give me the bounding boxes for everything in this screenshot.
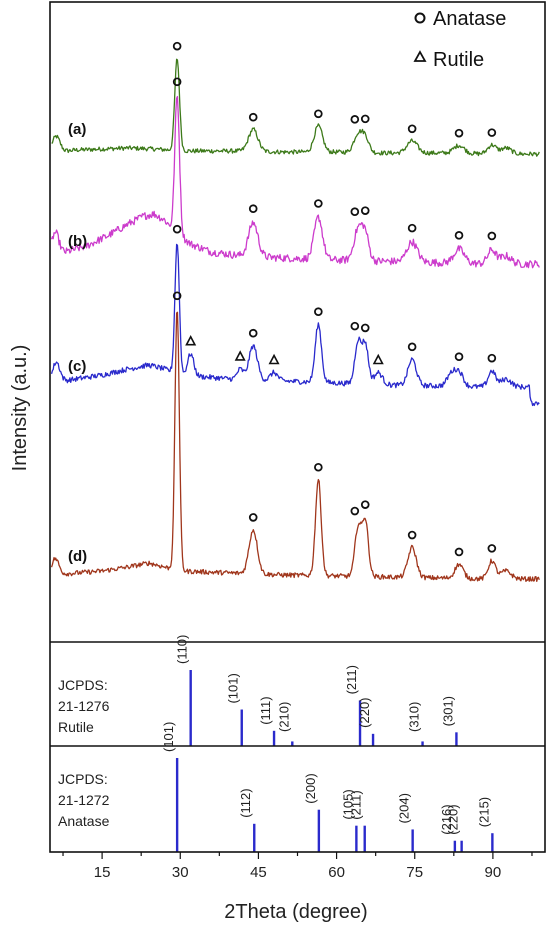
x-tick-label: 75 <box>406 864 423 881</box>
anatase-marker <box>314 462 323 472</box>
legend: Anatase Rutile <box>413 8 506 71</box>
reference-hkl-label: (301) <box>440 696 455 726</box>
y-axis-label: Intensity (a.u.) <box>9 345 31 472</box>
anatase-marker <box>172 291 182 301</box>
annotations: (a) (b) (c) (d) (110) (101) (111) (210) (211) (22… <box>68 121 491 835</box>
svg-text:21-1276: 21-1276 <box>58 698 110 714</box>
rutile-marker <box>268 353 280 365</box>
trace-label: (c) <box>68 358 86 375</box>
x-tick-label: 90 <box>485 864 502 881</box>
x-axis-label: 2Theta (degree) <box>224 901 367 923</box>
anatase-marker <box>172 41 182 51</box>
reference-hkl-label: (110) <box>175 635 190 664</box>
anatase-marker <box>487 544 497 553</box>
x-tick-label: 30 <box>172 864 189 881</box>
svg-text:Anatase: Anatase <box>58 813 110 829</box>
anatase-marker <box>407 342 417 352</box>
anatase-marker <box>248 328 258 338</box>
reference-hkl-label: (210) <box>276 702 291 732</box>
legend-anatase-label: Anatase <box>433 8 506 30</box>
plot-frame <box>49 1 546 853</box>
anatase-marker <box>407 223 417 233</box>
anatase-marker <box>454 231 464 240</box>
anatase-marker <box>350 115 360 124</box>
reference-anatase-label: JCPDS: 21-1272 Anatase <box>58 771 110 829</box>
anatase-marker <box>314 199 323 208</box>
anatase-marker <box>407 124 417 134</box>
anatase-marker <box>360 500 370 509</box>
anatase-marker <box>454 547 464 557</box>
trace-label: (a) <box>68 121 86 138</box>
reference-hkl-label: (200) <box>303 773 318 803</box>
anatase-marker <box>350 506 360 516</box>
anatase-marker <box>314 307 323 317</box>
trace-label: (b) <box>68 233 87 250</box>
anatase-marker <box>248 112 258 122</box>
anatase-marker <box>172 77 182 87</box>
svg-text:Rutile: Rutile <box>58 719 94 735</box>
phase-markers <box>172 41 497 557</box>
trace-c <box>50 243 540 407</box>
x-tick-label: 15 <box>94 864 111 881</box>
anatase-marker <box>314 109 323 119</box>
trace-d <box>50 311 540 583</box>
plot-border <box>49 1 546 853</box>
xrd-traces <box>50 58 540 583</box>
anatase-marker <box>350 321 360 331</box>
anatase-marker <box>248 513 258 522</box>
legend-anatase-marker <box>414 12 426 24</box>
reference-hkl-label: (204) <box>397 793 412 823</box>
svg-text:21-1272: 21-1272 <box>58 792 110 808</box>
reference-hkl-label: (111) <box>258 696 273 724</box>
reference-hkl-label: (101) <box>161 722 176 752</box>
x-tick-label: 45 <box>250 864 267 881</box>
anatase-marker <box>360 323 370 333</box>
x-tick-label: 60 <box>328 864 345 881</box>
anatase-marker <box>172 224 182 234</box>
rutile-marker <box>185 334 197 346</box>
anatase-marker <box>360 206 370 215</box>
anatase-marker <box>350 207 360 217</box>
legend-rutile-marker <box>413 50 427 62</box>
reference-hkl-label: (105) <box>340 789 355 819</box>
trace-b <box>50 95 540 269</box>
rutile-marker <box>234 350 246 361</box>
trace-label: (d) <box>68 548 87 565</box>
anatase-marker <box>248 204 258 214</box>
reference-lines <box>175 670 494 852</box>
reference-hkl-label: (112) <box>238 788 253 817</box>
anatase-marker <box>487 128 497 137</box>
anatase-marker <box>487 231 497 241</box>
rutile-marker <box>372 353 384 365</box>
reference-hkl-label: (220) <box>357 697 372 727</box>
reference-hkl-label: (211) <box>349 790 364 819</box>
anatase-marker <box>407 530 417 540</box>
reference-hkl-label: (211) <box>344 665 359 694</box>
trace-a <box>51 58 540 157</box>
reference-hkl-label: (310) <box>407 702 422 732</box>
legend-rutile-label: Rutile <box>433 49 484 71</box>
svg-text:JCPDS:: JCPDS: <box>58 677 108 693</box>
reference-hkl-label: (220) <box>446 804 461 834</box>
reference-hkl-label: (215) <box>476 797 491 827</box>
anatase-marker <box>454 352 464 361</box>
svg-text:JCPDS:: JCPDS: <box>58 771 108 787</box>
reference-hkl-label: (216) <box>439 804 454 834</box>
reference-hkl-label: (101) <box>226 673 241 703</box>
x-axis: 15 30 45 60 75 90 <box>62 852 533 881</box>
anatase-marker <box>360 114 370 124</box>
anatase-marker <box>454 128 464 138</box>
reference-rutile-label: JCPDS: 21-1276 Rutile <box>58 677 110 735</box>
anatase-marker <box>487 353 497 363</box>
